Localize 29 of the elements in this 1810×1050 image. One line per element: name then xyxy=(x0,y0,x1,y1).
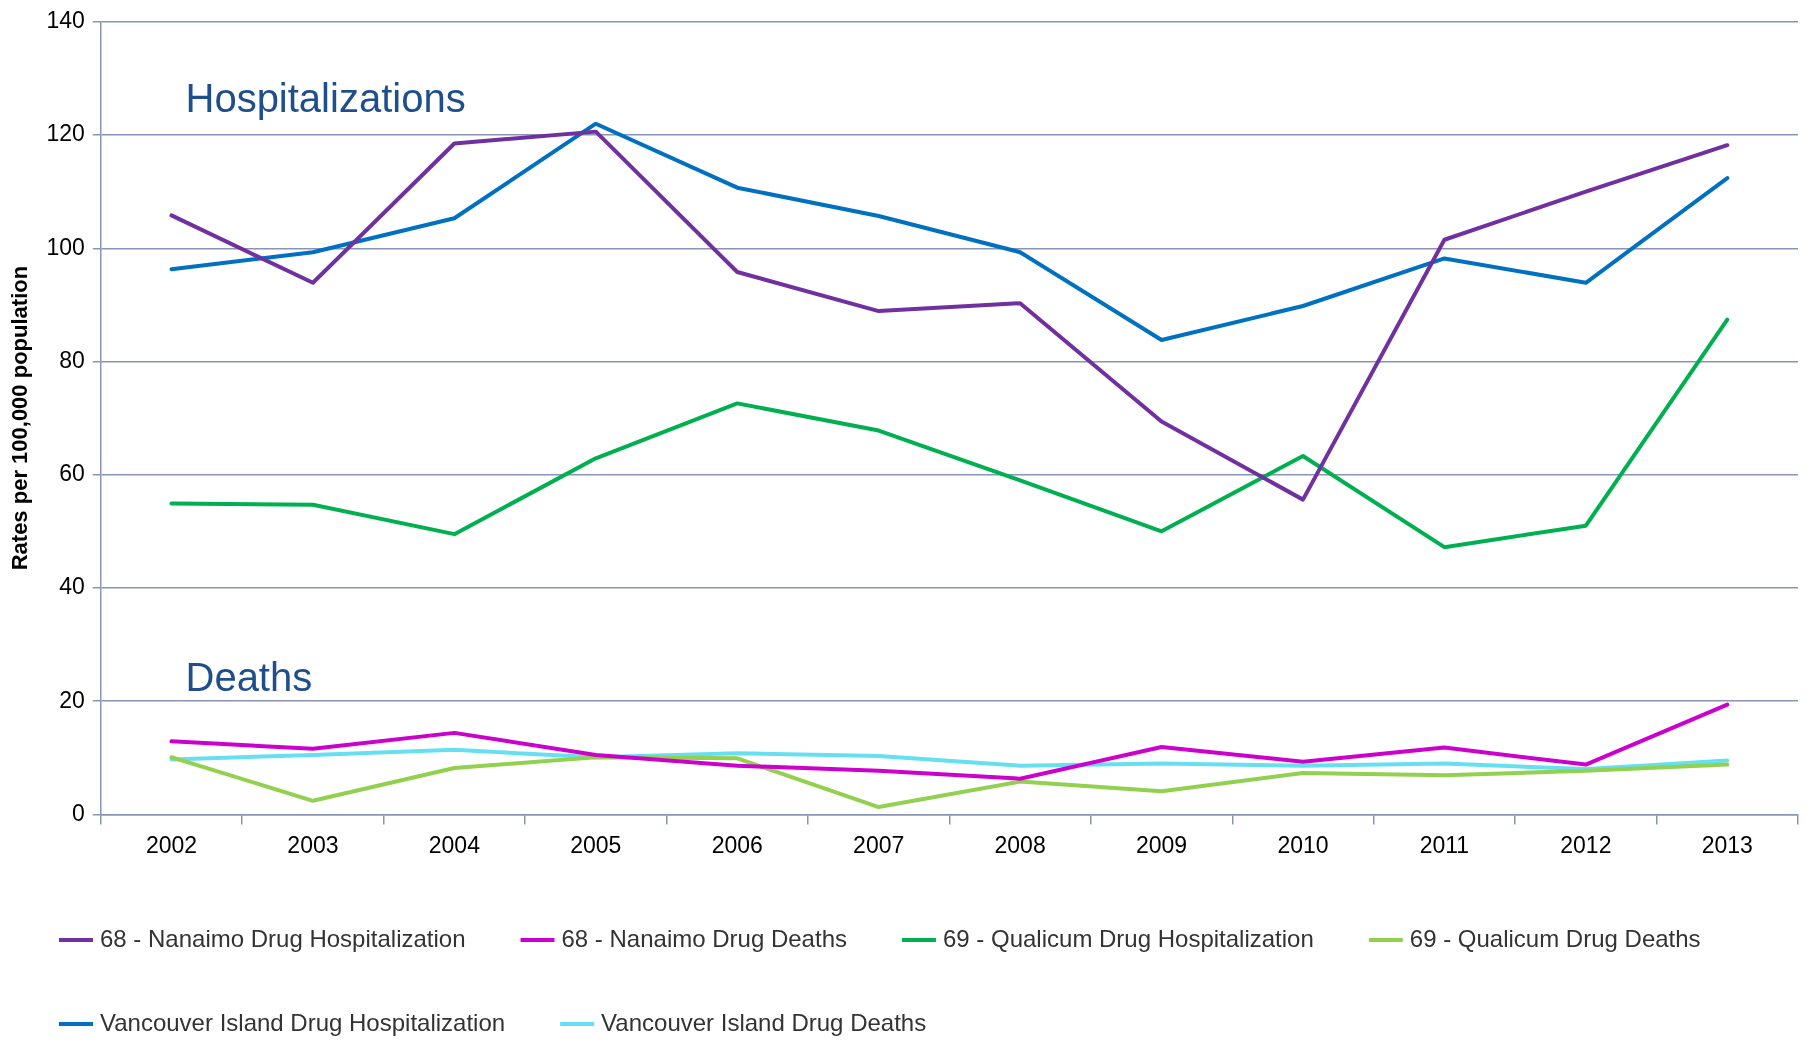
y-tick-label: 100 xyxy=(46,233,85,260)
y-tick-label: 140 xyxy=(46,7,85,34)
x-tick-label: 2011 xyxy=(1419,831,1470,858)
annotation: Deaths xyxy=(185,654,313,699)
y-tick-label: 120 xyxy=(46,120,85,147)
legend-label: 68 - Nanaimo Drug Hospitalization xyxy=(100,924,466,952)
legend-label: 68 - Nanaimo Drug Deaths xyxy=(561,924,847,952)
x-tick-label: 2008 xyxy=(994,831,1046,858)
y-tick-label: 80 xyxy=(59,346,85,373)
y-tick-label: 60 xyxy=(59,460,85,487)
y-tick-label: 0 xyxy=(71,799,85,826)
y-axis-title: Rates per 100,000 population xyxy=(7,265,33,571)
x-tick-label: 2006 xyxy=(711,831,763,858)
legend-label: 69 - Qualicum Drug Deaths xyxy=(1409,924,1701,952)
y-tick-label: 40 xyxy=(59,573,85,600)
x-tick-label: 2004 xyxy=(428,831,481,858)
x-tick-label: 2002 xyxy=(145,831,198,858)
x-tick-label: 2010 xyxy=(1277,831,1329,858)
legend-label: Vancouver Island Drug Hospitalization xyxy=(100,1008,506,1036)
x-tick-label: 2012 xyxy=(1560,831,1612,858)
x-tick-label: 2007 xyxy=(853,831,905,858)
x-tick-label: 2013 xyxy=(1701,831,1753,858)
legend-label: Vancouver Island Drug Deaths xyxy=(601,1008,927,1036)
x-tick-label: 2009 xyxy=(1135,831,1188,858)
annotation: Hospitalizations xyxy=(185,76,466,121)
x-tick-label: 2005 xyxy=(570,831,622,858)
x-tick-label: 2003 xyxy=(287,831,339,858)
y-tick-label: 20 xyxy=(59,686,85,713)
legend-label: 69 - Qualicum Drug Hospitalization xyxy=(942,924,1314,952)
